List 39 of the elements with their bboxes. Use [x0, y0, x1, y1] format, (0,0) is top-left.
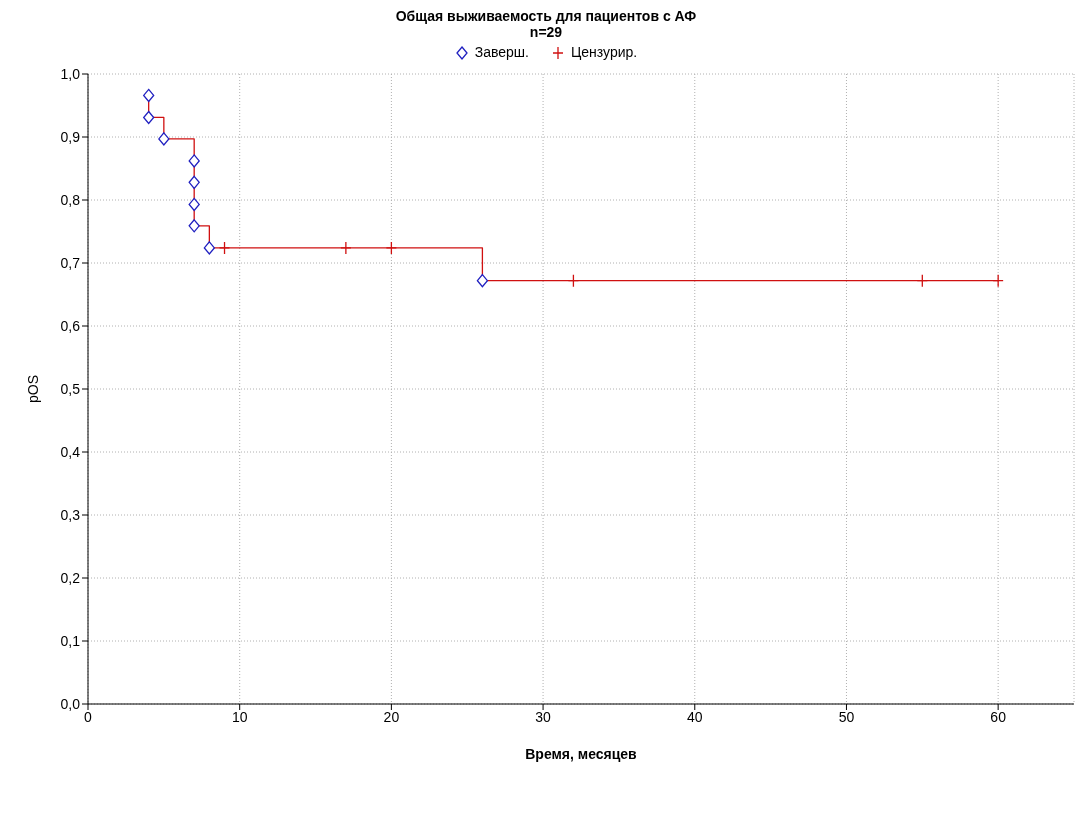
- x-tick-label: 60: [990, 709, 1007, 726]
- y-tick-label: 0,9: [60, 129, 81, 146]
- point: [158, 132, 170, 146]
- point: [188, 219, 200, 233]
- y-axis-title: pOS: [24, 375, 41, 404]
- point: [916, 274, 928, 288]
- y-tick-label: 0,7: [60, 255, 81, 272]
- legend-label: Цензурир.: [569, 44, 638, 61]
- x-tick-label: 50: [838, 709, 855, 726]
- point: [992, 274, 1004, 288]
- x-tick-label: 0: [84, 709, 93, 726]
- y-tick-label: 0,2: [60, 570, 81, 587]
- y-tick-label: 0,4: [60, 444, 81, 461]
- x-axis-title: Время, месяцев: [525, 746, 638, 763]
- point: [188, 154, 200, 168]
- y-tick-label: 0,5: [60, 381, 81, 398]
- point: [203, 241, 215, 255]
- y-tick-label: 1,0: [60, 66, 81, 83]
- point: [143, 111, 155, 125]
- y-tick-label: 0,0: [60, 696, 81, 713]
- x-tick-label: 10: [231, 709, 248, 726]
- point: [340, 241, 352, 255]
- point: [143, 89, 155, 103]
- chart-title: Общая выживаемость для пациентов с АФ: [394, 8, 698, 24]
- x-tick-label: 30: [535, 709, 552, 726]
- y-tick-label: 0,1: [60, 633, 81, 650]
- point: [188, 176, 200, 190]
- point: [567, 274, 580, 288]
- x-tick-label: 40: [686, 709, 703, 726]
- point: [218, 241, 231, 255]
- legend-label: Заверш.: [473, 44, 529, 61]
- y-tick-label: 0,8: [60, 192, 81, 209]
- point: [476, 274, 489, 288]
- y-tick-label: 0,6: [60, 318, 81, 335]
- point: [188, 198, 200, 212]
- chart-subtitle: n=29: [528, 24, 564, 40]
- x-tick-label: 20: [383, 709, 400, 726]
- point: [385, 241, 398, 255]
- y-tick-label: 0,3: [60, 507, 81, 524]
